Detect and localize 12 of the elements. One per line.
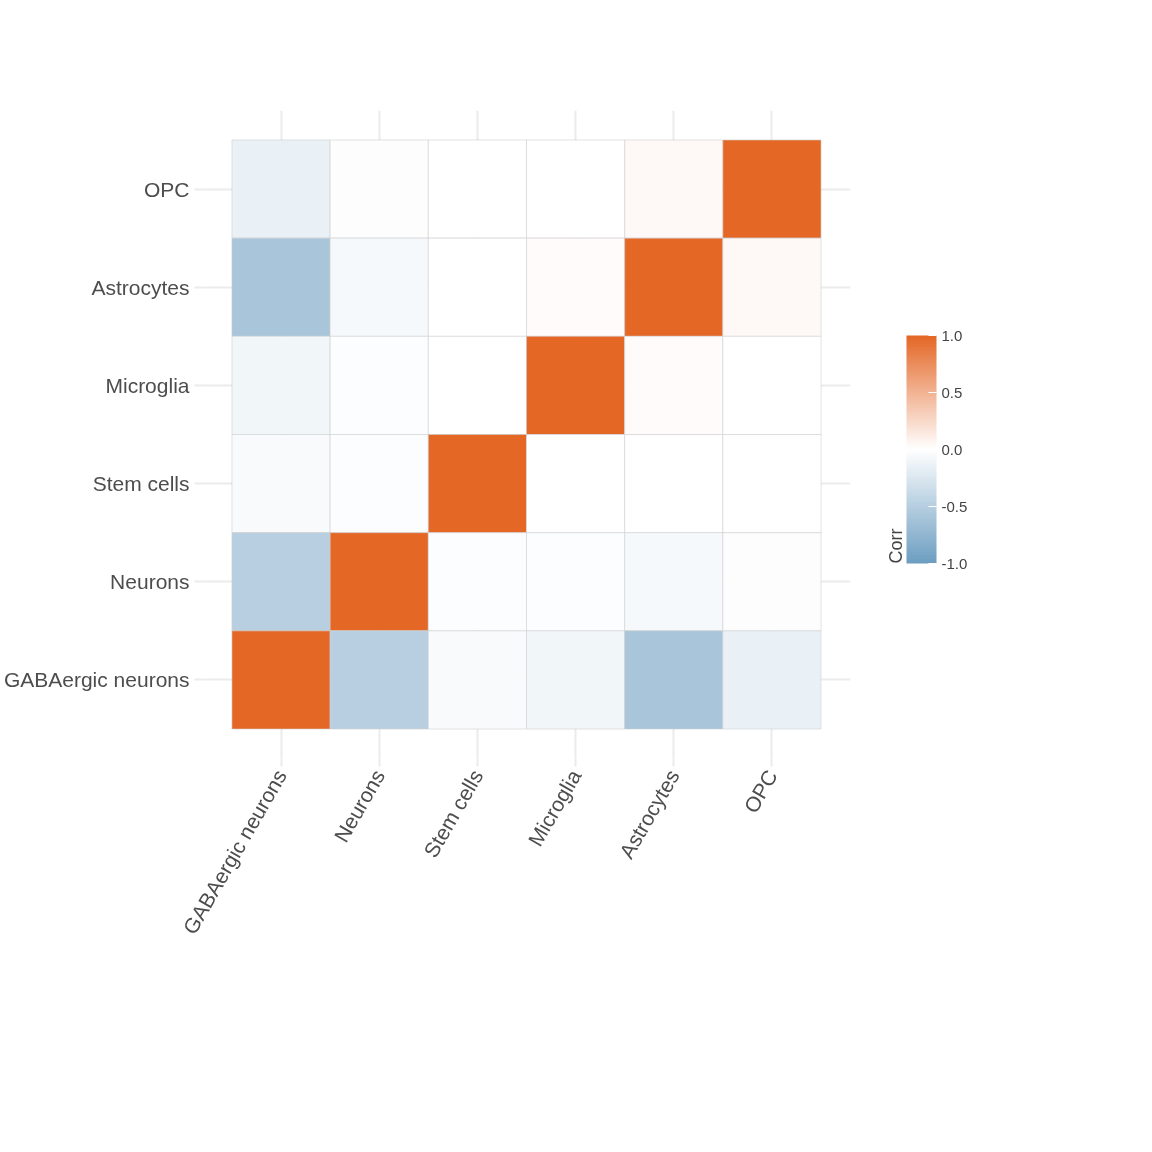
- y-tick-label: Astrocytes: [91, 275, 190, 299]
- color-bar-label: 1.0: [941, 326, 963, 344]
- color-bar-label: -0.5: [941, 497, 968, 515]
- color-bar-label: 0.5: [941, 383, 963, 401]
- color-bar-label: 0.0: [941, 440, 963, 458]
- y-tick-label: OPC: [143, 177, 190, 201]
- y-tick-label: GABAergic neurons: [3, 668, 190, 692]
- y-tick-label: Neurons: [110, 570, 190, 594]
- color-bar-title: Corr: [885, 528, 906, 564]
- y-tick-label: Microglia: [105, 373, 190, 397]
- color-bar-label: -1.0: [941, 554, 968, 572]
- y-tick-label: Stem cells: [92, 472, 190, 496]
